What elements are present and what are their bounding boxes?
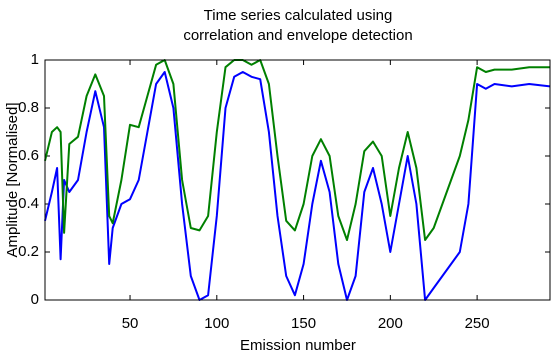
y-tick-label: 0.6 [18,147,39,164]
y-tick-label: 1 [31,51,39,68]
x-tick-label: 250 [465,315,490,332]
axes-box [44,59,551,301]
y-tick-label: 0.4 [18,195,39,212]
series-line [44,59,550,241]
plot-area [45,60,550,300]
x-tick-label: 50 [122,315,139,332]
chart-title: Time series calculated using [204,7,393,24]
y-tick-label: 0.2 [18,243,39,260]
x-tick-label: 100 [204,315,229,332]
x-tick-label: 150 [291,315,316,332]
x-axis-label: Emission number [240,337,356,354]
chart-title: correlation and envelope detection [183,27,412,44]
series-line [44,71,551,301]
y-tick-label: 0.8 [18,99,39,116]
y-tick-label: 0 [31,291,39,308]
y-axis-label: Amplitude [Normalised] [4,102,21,257]
x-tick-label: 200 [378,315,403,332]
